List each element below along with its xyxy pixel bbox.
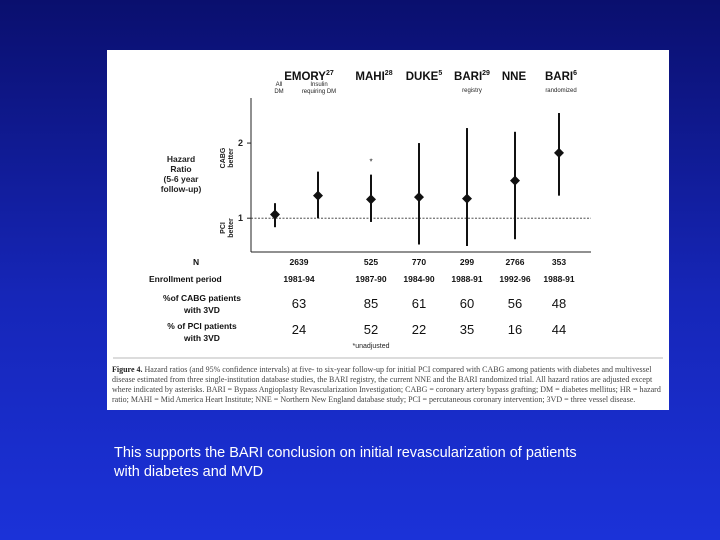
table-row-label-line: % of PCI patients (167, 321, 237, 331)
study-subheader: registry (462, 88, 482, 94)
table-cell-n: 2766 (506, 257, 525, 267)
y-axis-label-line: Ratio (170, 164, 191, 174)
table-cell-pci-3vd: 22 (412, 322, 426, 337)
y-side-label-upper: CABGbetter (220, 147, 235, 168)
hazard-ratio-point (462, 193, 472, 204)
study-header-name: DUKE (406, 71, 439, 83)
y-side-label-lower: PCIbetter (220, 218, 235, 238)
table-cell-cabg-3vd: 56 (508, 296, 522, 311)
table-footnote: *unadjusted (353, 343, 390, 350)
study-subheader-line: All (276, 82, 283, 88)
study-subheader-line: registry (462, 88, 482, 94)
y-tick-label: 1 (238, 213, 243, 223)
study-header-reference: 27 (326, 70, 334, 77)
table-cell-enrollment: 1988-91 (451, 274, 482, 284)
study-subheader-line: Insulin (310, 82, 327, 88)
study-header-emory: EMORY27 (284, 70, 334, 83)
study-header-name: MAHI (355, 71, 384, 83)
table-cell-cabg-3vd: 61 (412, 296, 426, 311)
study-header-name: NNE (502, 71, 527, 83)
study-subheader-line: randomized (545, 88, 576, 94)
study-subheader: randomized (545, 88, 576, 94)
study-subheader-line: DM (274, 89, 283, 95)
table-cell-pci-3vd: 44 (552, 322, 566, 337)
study-header-reference: 6 (573, 70, 577, 77)
table-row-label-n: N (193, 257, 199, 267)
table-row-label-pci-3vd: % of PCI patients with 3VD (167, 321, 237, 343)
y-axis-label-line: follow-up) (161, 184, 202, 194)
study-header-nne: NNE (502, 71, 527, 83)
hazard-ratio-point (366, 194, 376, 205)
study-header-mahi: MAHI28 (355, 70, 392, 83)
figure-caption-body: Hazard ratios (and 95% confidence interv… (112, 365, 661, 404)
table-row-label-line: %of CABG patients (163, 293, 241, 303)
table-cell-enrollment: 1992-96 (499, 274, 530, 284)
y-side-label-lower-line: PCI (220, 222, 227, 234)
table-cell-pci-3vd: 35 (460, 322, 474, 337)
hazard-ratio-point (414, 192, 424, 203)
figure-caption-label: Figure 4. (112, 365, 143, 374)
hazard-ratio-point (554, 147, 564, 158)
table-cell-enrollment: 1984-90 (403, 274, 434, 284)
y-side-label-upper-line: better (228, 148, 235, 168)
table-cell-enrollment: 1987-90 (355, 274, 386, 284)
table-cell-n: 2639 (290, 257, 309, 267)
study-header-name: BARI (545, 71, 573, 83)
y-axis-label: Hazard Ratio (5-6 year follow-up) (161, 154, 202, 194)
study-subheader: Insulin requiring DM (302, 82, 336, 95)
study-header-reference: 29 (482, 70, 490, 77)
unadjusted-asterisk: * (369, 158, 372, 167)
study-header-reference: 28 (385, 70, 393, 77)
hazard-ratio-point (270, 209, 280, 220)
table-cell-cabg-3vd: 60 (460, 296, 474, 311)
study-header-reference: 5 (438, 70, 442, 77)
y-side-label-upper-line: CABG (220, 147, 227, 168)
table-cell-enrollment: 1981-94 (283, 274, 314, 284)
y-axis-label-line: (5-6 year (164, 174, 200, 184)
figure-caption: Figure 4. Hazard ratios (and 95% confide… (112, 365, 664, 405)
table-row-label-enrollment: Enrollment period (149, 274, 222, 284)
table-cell-cabg-3vd: 48 (552, 296, 566, 311)
slide-bottom-text: This supports the BARI conclusion on ini… (114, 445, 577, 480)
forest-plot-figure: 1 2 Hazard Ratio (5-6 year follow-up) CABGbett… (107, 50, 669, 410)
table-cell-pci-3vd: 16 (508, 322, 522, 337)
table-row-label-line: with 3VD (183, 305, 220, 315)
table-cell-n: 299 (460, 257, 474, 267)
y-side-label-lower-line: better (228, 218, 235, 238)
hazard-ratio-point (313, 190, 323, 201)
study-header-duke: DUKE5 (406, 70, 443, 83)
study-header-bari: BARI29 (454, 70, 490, 83)
table-cell-cabg-3vd: 63 (292, 296, 306, 311)
study-header-bari: BARI6 (545, 70, 577, 83)
hazard-ratio-point (510, 175, 520, 186)
study-subheader-line: requiring DM (302, 89, 336, 95)
table-cell-pci-3vd: 24 (292, 322, 306, 337)
study-header-name: EMORY (284, 71, 326, 83)
table-cell-cabg-3vd: 85 (364, 296, 378, 311)
table-cell-n: 770 (412, 257, 426, 267)
table-cell-pci-3vd: 52 (364, 322, 378, 337)
table-cell-n: 525 (364, 257, 378, 267)
table-row-label-cabg-3vd: %of CABG patients with 3VD (163, 293, 241, 315)
y-axis-label-line: Hazard (167, 154, 195, 164)
table-cell-enrollment: 1988-91 (543, 274, 574, 284)
table-row-label-line: with 3VD (183, 333, 220, 343)
table-cell-n: 353 (552, 257, 566, 267)
study-subheader: All DM (274, 82, 283, 95)
study-header-name: BARI (454, 71, 482, 83)
y-tick-label: 2 (238, 138, 243, 148)
